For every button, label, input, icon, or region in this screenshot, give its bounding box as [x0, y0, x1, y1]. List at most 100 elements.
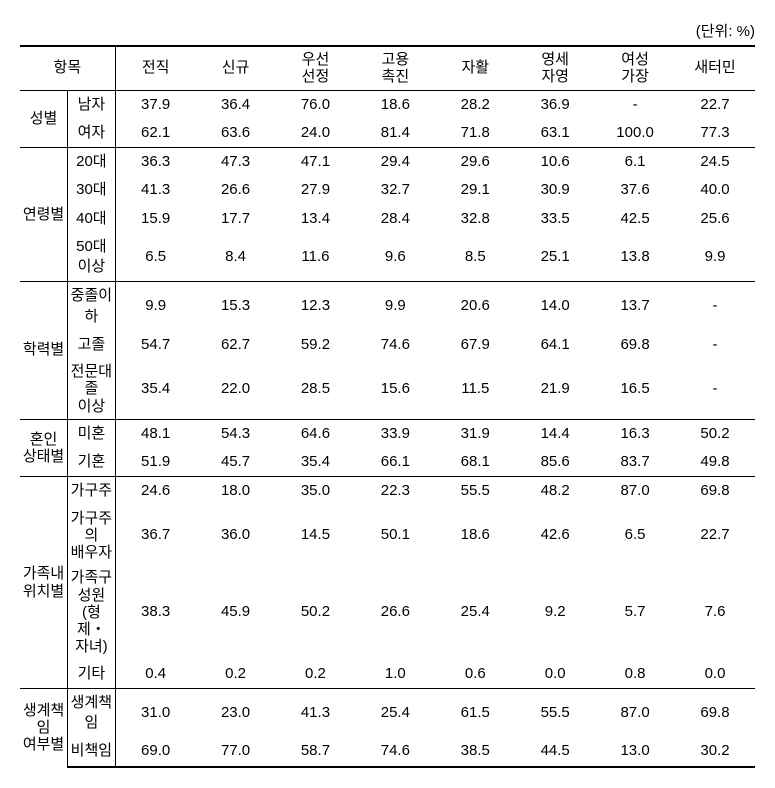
row-label: 40대 [68, 205, 116, 233]
cell-value: 32.7 [355, 176, 435, 204]
cell-value: 69.8 [675, 477, 755, 506]
table-row: 전문대졸 이상35.422.028.515.611.521.916.5- [20, 359, 755, 419]
cell-value: 77.0 [196, 737, 276, 766]
row-label: 가구주의 배우자 [68, 506, 116, 566]
cell-value: 45.7 [196, 448, 276, 477]
header-col-0: 전직 [115, 46, 195, 90]
group-label: 가족내 위치별 [20, 477, 68, 689]
cell-value: 22.0 [196, 359, 276, 419]
cell-value: 45.9 [196, 565, 276, 659]
cell-value: 58.7 [276, 737, 356, 766]
cell-value: 13.7 [595, 282, 675, 331]
cell-value: 26.6 [355, 565, 435, 659]
cell-value: 50.2 [675, 419, 755, 448]
cell-value: 48.1 [115, 419, 195, 448]
cell-value: 28.4 [355, 205, 435, 233]
cell-value: 59.2 [276, 331, 356, 359]
cell-value: 81.4 [355, 119, 435, 148]
table-row: 학력별중졸이하9.915.312.39.920.614.013.7- [20, 282, 755, 331]
cell-value: 77.3 [675, 119, 755, 148]
cell-value: 15.3 [196, 282, 276, 331]
cell-value: 14.5 [276, 506, 356, 566]
cell-value: 47.1 [276, 148, 356, 177]
cell-value: 15.6 [355, 359, 435, 419]
cell-value: 33.5 [515, 205, 595, 233]
cell-value: 47.3 [196, 148, 276, 177]
cell-value: 23.0 [196, 688, 276, 737]
cell-value: 1.0 [355, 660, 435, 689]
cell-value: 38.3 [115, 565, 195, 659]
table-row: 여자62.163.624.081.471.863.1100.077.3 [20, 119, 755, 148]
table-row: 40대15.917.713.428.432.833.542.525.6 [20, 205, 755, 233]
cell-value: 54.3 [196, 419, 276, 448]
cell-value: 87.0 [595, 477, 675, 506]
cell-value: 85.6 [515, 448, 595, 477]
cell-value: - [675, 359, 755, 419]
cell-value: 36.0 [196, 506, 276, 566]
cell-value: 14.0 [515, 282, 595, 331]
table-row: 50대 이상6.58.411.69.68.525.113.89.9 [20, 233, 755, 282]
cell-value: 29.4 [355, 148, 435, 177]
cell-value: 30.9 [515, 176, 595, 204]
cell-value: 21.9 [515, 359, 595, 419]
cell-value: 22.3 [355, 477, 435, 506]
cell-value: 26.6 [196, 176, 276, 204]
cell-value: 18.6 [355, 90, 435, 119]
cell-value: 0.0 [515, 660, 595, 689]
cell-value: 25.6 [675, 205, 755, 233]
cell-value: 42.6 [515, 506, 595, 566]
cell-value: 0.2 [196, 660, 276, 689]
unit-label: (단위: %) [20, 20, 755, 41]
cell-value: 62.1 [115, 119, 195, 148]
cell-value: 22.7 [675, 90, 755, 119]
cell-value: 0.4 [115, 660, 195, 689]
group-label: 성별 [20, 90, 68, 148]
cell-value: 35.4 [276, 448, 356, 477]
header-row: 항목 전직 신규 우선 선정 고용 촉진 자활 영세 자영 여성 가장 새터민 [20, 46, 755, 90]
cell-value: 14.4 [515, 419, 595, 448]
cell-value: 71.8 [435, 119, 515, 148]
row-label: 비책임 [68, 737, 116, 766]
row-label: 기타 [68, 660, 116, 689]
cell-value: 0.8 [595, 660, 675, 689]
cell-value: 55.5 [435, 477, 515, 506]
cell-value: 11.5 [435, 359, 515, 419]
cell-value: 63.6 [196, 119, 276, 148]
cell-value: 36.3 [115, 148, 195, 177]
group-label: 학력별 [20, 282, 68, 420]
table-row: 혼인 상태별미혼48.154.364.633.931.914.416.350.2 [20, 419, 755, 448]
cell-value: 9.9 [355, 282, 435, 331]
row-label: 전문대졸 이상 [68, 359, 116, 419]
cell-value: 13.0 [595, 737, 675, 766]
cell-value: 0.0 [675, 660, 755, 689]
cell-value: 74.6 [355, 737, 435, 766]
cell-value: 6.5 [595, 506, 675, 566]
table-row: 기타0.40.20.21.00.60.00.80.0 [20, 660, 755, 689]
cell-value: 32.8 [435, 205, 515, 233]
cell-value: 9.2 [515, 565, 595, 659]
table-row: 성별남자37.936.476.018.628.236.9-22.7 [20, 90, 755, 119]
cell-value: 38.5 [435, 737, 515, 766]
cell-value: - [595, 90, 675, 119]
header-col-6: 여성 가장 [595, 46, 675, 90]
cell-value: 7.6 [675, 565, 755, 659]
row-label: 20대 [68, 148, 116, 177]
cell-value: 51.9 [115, 448, 195, 477]
cell-value: 50.2 [276, 565, 356, 659]
cell-value: 35.0 [276, 477, 356, 506]
cell-value: 64.1 [515, 331, 595, 359]
cell-value: 25.4 [355, 688, 435, 737]
table-row: 기혼51.945.735.466.168.185.683.749.8 [20, 448, 755, 477]
table-row: 연령별20대36.347.347.129.429.610.66.124.5 [20, 148, 755, 177]
cell-value: 76.0 [276, 90, 356, 119]
cell-value: 49.8 [675, 448, 755, 477]
table-row: 가족내 위치별가구주24.618.035.022.355.548.287.069… [20, 477, 755, 506]
cell-value: 33.9 [355, 419, 435, 448]
cell-value: 27.9 [276, 176, 356, 204]
cell-value: 0.6 [435, 660, 515, 689]
cell-value: 29.6 [435, 148, 515, 177]
table-row: 가족구성원 (형제・자녀)38.345.950.226.625.49.25.77… [20, 565, 755, 659]
cell-value: 30.2 [675, 737, 755, 766]
cell-value: 61.5 [435, 688, 515, 737]
cell-value: 41.3 [115, 176, 195, 204]
